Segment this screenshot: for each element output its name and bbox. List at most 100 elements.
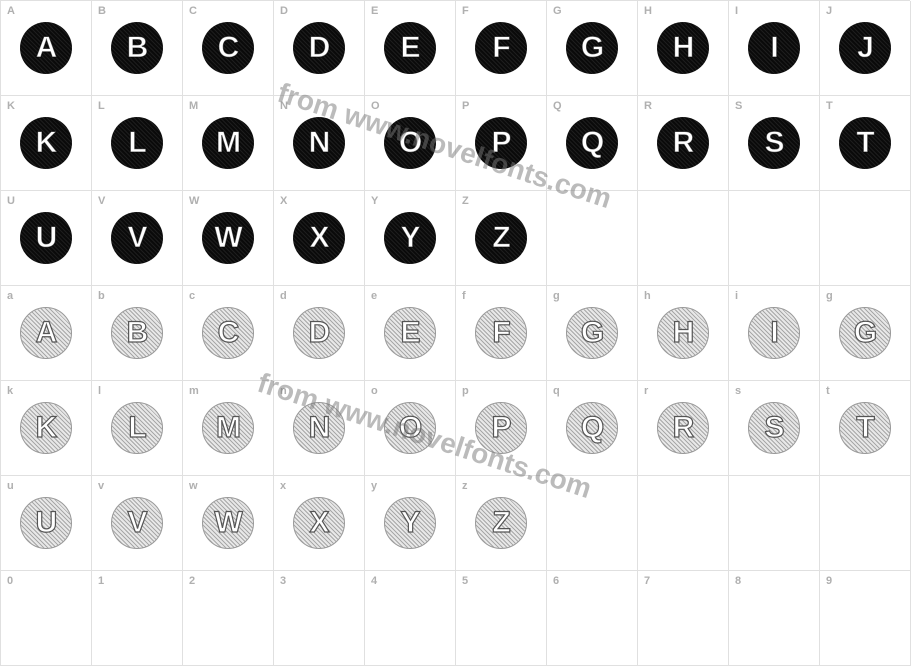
cell-label: P xyxy=(462,100,469,112)
cell-label: n xyxy=(280,385,287,397)
glyph-letter: G xyxy=(581,316,603,350)
glyph-circle-light: Q xyxy=(566,402,618,454)
glyph-circle-light: D xyxy=(293,307,345,359)
glyph-letter: M xyxy=(216,126,240,160)
charmap-cell: SS xyxy=(729,96,820,191)
charmap-cell: PP xyxy=(456,96,547,191)
glyph-letter: O xyxy=(399,411,421,445)
cell-label: a xyxy=(7,290,13,302)
glyph-letter: Q xyxy=(581,126,603,160)
glyph-letter: S xyxy=(764,126,783,160)
cell-label: l xyxy=(98,385,101,397)
charmap-cell: rR xyxy=(638,381,729,476)
glyph-letter: D xyxy=(309,316,330,350)
glyph-letter: L xyxy=(128,126,145,160)
glyph-circle-dark: C xyxy=(202,22,254,74)
cell-label: 4 xyxy=(371,575,377,587)
glyph-letter: U xyxy=(36,221,57,255)
cell-label: t xyxy=(826,385,830,397)
glyph-circle-light: G xyxy=(839,307,891,359)
glyph-circle-light: T xyxy=(839,402,891,454)
charmap-cell: II xyxy=(729,1,820,96)
glyph-letter: A xyxy=(36,31,57,65)
charmap-cell: hH xyxy=(638,286,729,381)
glyph-circle-dark: S xyxy=(748,117,800,169)
charmap-cell: 7 xyxy=(638,571,729,666)
cell-label: S xyxy=(735,100,742,112)
glyph-letter: G xyxy=(581,31,603,65)
cell-label: b xyxy=(98,290,105,302)
cell-label: w xyxy=(189,480,198,492)
glyph-letter: W xyxy=(214,221,241,255)
cell-label: F xyxy=(462,5,469,17)
glyph-letter: V xyxy=(127,506,146,540)
cell-label: e xyxy=(371,290,377,302)
charmap-cell: wW xyxy=(183,476,274,571)
charmap-cell xyxy=(638,191,729,286)
glyph-letter: T xyxy=(856,411,873,445)
charmap-cell: sS xyxy=(729,381,820,476)
charmap-cell xyxy=(638,476,729,571)
glyph-circle-dark: A xyxy=(20,22,72,74)
cell-label: v xyxy=(98,480,104,492)
charmap-cell: HH xyxy=(638,1,729,96)
cell-label: W xyxy=(189,195,199,207)
glyph-circle-dark: H xyxy=(657,22,709,74)
charmap-cell: WW xyxy=(183,191,274,286)
glyph-circle-light: Z xyxy=(475,497,527,549)
cell-label: B xyxy=(98,5,106,17)
cell-label: k xyxy=(7,385,13,397)
cell-label: 6 xyxy=(553,575,559,587)
cell-label: o xyxy=(371,385,378,397)
cell-label: r xyxy=(644,385,648,397)
cell-label: 0 xyxy=(7,575,13,587)
charmap-cell xyxy=(547,191,638,286)
glyph-circle-light: W xyxy=(202,497,254,549)
cell-label: L xyxy=(98,100,105,112)
glyph-letter: Y xyxy=(400,221,419,255)
charmap-cell xyxy=(547,476,638,571)
charmap-cell: CC xyxy=(183,1,274,96)
glyph-circle-dark: D xyxy=(293,22,345,74)
charmap-cell: dD xyxy=(274,286,365,381)
cell-label: g xyxy=(826,290,833,302)
glyph-circle-light: A xyxy=(20,307,72,359)
glyph-letter: B xyxy=(127,316,148,350)
charmap-cell: aA xyxy=(1,286,92,381)
charmap-cell: gG xyxy=(547,286,638,381)
charmap-cell: iI xyxy=(729,286,820,381)
cell-label: N xyxy=(280,100,288,112)
glyph-letter: P xyxy=(491,126,510,160)
cell-label: z xyxy=(462,480,468,492)
cell-label: R xyxy=(644,100,652,112)
glyph-letter: C xyxy=(218,31,239,65)
glyph-letter: R xyxy=(673,126,694,160)
glyph-circle-dark: G xyxy=(566,22,618,74)
cell-label: K xyxy=(7,100,15,112)
cell-label: m xyxy=(189,385,199,397)
cell-label: 8 xyxy=(735,575,741,587)
glyph-circle-light: N xyxy=(293,402,345,454)
glyph-letter: S xyxy=(764,411,783,445)
cell-label: u xyxy=(7,480,14,492)
glyph-circle-light: R xyxy=(657,402,709,454)
charmap-cell: TT xyxy=(820,96,911,191)
glyph-letter: H xyxy=(673,31,694,65)
glyph-circle-light: B xyxy=(111,307,163,359)
cell-label: 5 xyxy=(462,575,468,587)
glyph-letter: G xyxy=(854,316,876,350)
glyph-letter: E xyxy=(400,31,419,65)
glyph-letter: X xyxy=(309,506,328,540)
charmap-cell: 6 xyxy=(547,571,638,666)
cell-label: J xyxy=(826,5,832,17)
character-map-grid: AABBCCDDEEFFGGHHIIJJKKLLMMNNOOPPQQRRSSTT… xyxy=(0,0,910,666)
glyph-circle-light: L xyxy=(111,402,163,454)
glyph-letter: B xyxy=(127,31,148,65)
cell-label: 3 xyxy=(280,575,286,587)
glyph-letter: J xyxy=(857,31,873,65)
glyph-circle-dark: M xyxy=(202,117,254,169)
glyph-circle-light: S xyxy=(748,402,800,454)
glyph-letter: U xyxy=(36,506,57,540)
charmap-cell: qQ xyxy=(547,381,638,476)
cell-label: I xyxy=(735,5,738,17)
